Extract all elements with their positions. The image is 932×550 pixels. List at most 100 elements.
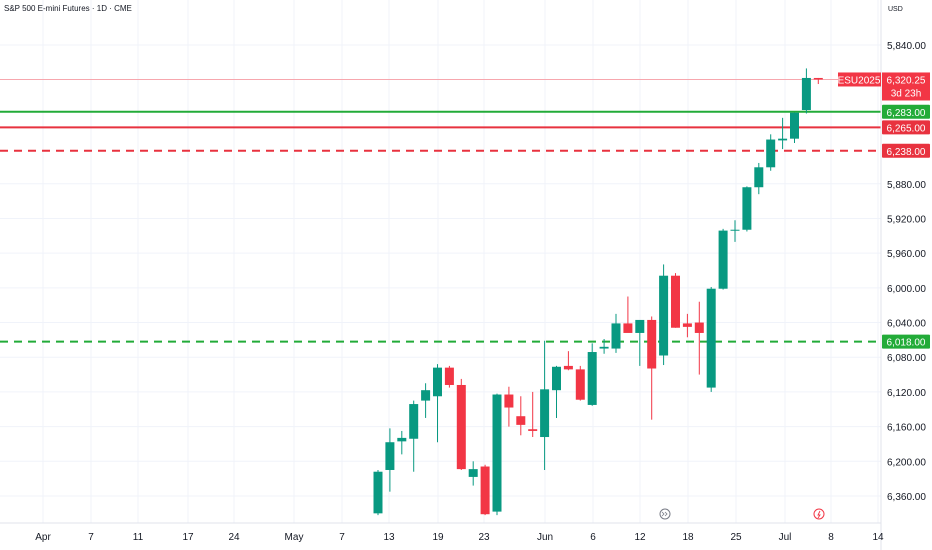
candle-down[interactable] [682, 313, 692, 338]
candle-up[interactable] [397, 430, 407, 455]
candle-body [528, 429, 538, 431]
candle-body [635, 319, 645, 333]
candle-down[interactable] [456, 378, 466, 470]
candle-body [647, 319, 657, 369]
candle-body [754, 167, 764, 188]
time-tick-label: 24 [228, 532, 240, 543]
level-price-badge [882, 120, 930, 135]
time-tick-label: 23 [478, 532, 490, 543]
candle-up[interactable] [790, 112, 799, 144]
candles[interactable] [373, 68, 823, 516]
price-tick-label: 5,880.00 [887, 180, 926, 191]
price-axis[interactable]: 6,360.00 6,200.00 6,160.00 6,120.00 6,080.00… [887, 41, 926, 503]
candle-body [766, 139, 776, 168]
grid-lines [0, 0, 881, 523]
candle-up[interactable] [754, 162, 764, 195]
candle-body [444, 367, 454, 385]
level-price-badge [882, 334, 930, 349]
candle-body [421, 390, 431, 401]
time-tick-label: 12 [634, 532, 646, 543]
candle-body [552, 366, 561, 391]
candle-up[interactable] [801, 68, 811, 114]
candle-body [587, 352, 597, 405]
candle-up[interactable] [706, 286, 716, 392]
candle-body [623, 323, 633, 333]
candle-down[interactable] [813, 77, 823, 85]
candle-body [718, 230, 728, 289]
candle-body [516, 416, 526, 425]
currency-label[interactable]: USD [888, 6, 903, 13]
candle-up[interactable] [766, 134, 776, 171]
candle-down[interactable] [504, 386, 514, 427]
candle-body [706, 288, 716, 388]
candle-down[interactable] [480, 464, 490, 516]
level-price-label: 6,265.00 [887, 123, 926, 134]
candle-down[interactable] [516, 396, 526, 436]
candle-body [599, 346, 609, 349]
level-price-badge [882, 143, 930, 158]
candle-up[interactable] [730, 220, 740, 242]
candle-down[interactable] [623, 296, 633, 333]
candle-up[interactable] [385, 428, 395, 492]
candle-up[interactable] [468, 461, 478, 486]
countdown-label: 3d 23h [891, 88, 922, 99]
candle-up[interactable] [659, 264, 669, 366]
candle-up[interactable] [409, 400, 419, 472]
time-tick-label: Jul [779, 532, 792, 543]
candle-body [540, 389, 550, 438]
candle-up[interactable] [718, 228, 728, 290]
dividend-marker-icon[interactable] [659, 508, 671, 520]
candle-up[interactable] [611, 313, 621, 353]
chevrons-icon [661, 511, 668, 517]
last-price-label: 6,320.25 [887, 75, 926, 86]
candle-up[interactable] [587, 343, 597, 406]
time-tick-label: 13 [383, 532, 395, 543]
candle-body [778, 138, 788, 141]
candle-up[interactable] [421, 383, 431, 418]
candle-up[interactable] [540, 340, 550, 470]
candle-body [730, 229, 740, 231]
candle-up[interactable] [778, 117, 788, 150]
time-axis[interactable]: Apr 7 11 17 24 May 7 13 19 23 Jun 6 12 18 25 Jul 8 14 [35, 532, 884, 543]
candle-up[interactable] [599, 339, 609, 354]
candle-down[interactable] [647, 316, 657, 420]
lightning-icon [817, 510, 821, 519]
candle-body [385, 442, 395, 470]
candle-down[interactable] [563, 351, 573, 371]
candle-down[interactable] [671, 273, 680, 328]
candle-up[interactable] [742, 186, 752, 232]
symbol-badge-label: ESU2025 [838, 75, 881, 86]
event-markers[interactable] [659, 508, 825, 520]
candle-up[interactable] [433, 364, 442, 443]
time-tick-label: 19 [432, 532, 444, 543]
price-tick-label: 5,960.00 [887, 249, 926, 260]
candle-up[interactable] [635, 319, 645, 366]
candle-body [492, 394, 502, 512]
marker-circle [659, 508, 671, 520]
candle-down[interactable] [575, 365, 585, 401]
event-marker-icon[interactable] [813, 508, 825, 520]
time-tick-label: Apr [35, 532, 51, 543]
symbol-title: S&P 500 E-mini Futures · 1D · CME [4, 4, 132, 13]
last-price-badge [882, 72, 930, 101]
candle-down[interactable] [694, 301, 704, 375]
candle-down[interactable] [444, 365, 454, 388]
candle-body [373, 471, 383, 514]
time-tick-label: 6 [590, 532, 596, 543]
level-price-label: 6,018.00 [887, 338, 926, 349]
time-tick-label: Jun [537, 532, 553, 543]
time-tick-label: 7 [339, 532, 345, 543]
candle-body [659, 275, 669, 356]
candle-up[interactable] [492, 393, 502, 516]
candle-down[interactable] [528, 391, 538, 438]
candle-body [801, 77, 811, 111]
price-tick-label: 6,120.00 [887, 388, 926, 399]
candle-up[interactable] [552, 365, 561, 418]
candle-body [480, 466, 490, 515]
candle-body [682, 323, 692, 327]
horizontal-levels[interactable] [0, 110, 881, 343]
candle-up[interactable] [373, 469, 383, 516]
candle-body [742, 187, 752, 230]
candle-body [790, 112, 799, 139]
